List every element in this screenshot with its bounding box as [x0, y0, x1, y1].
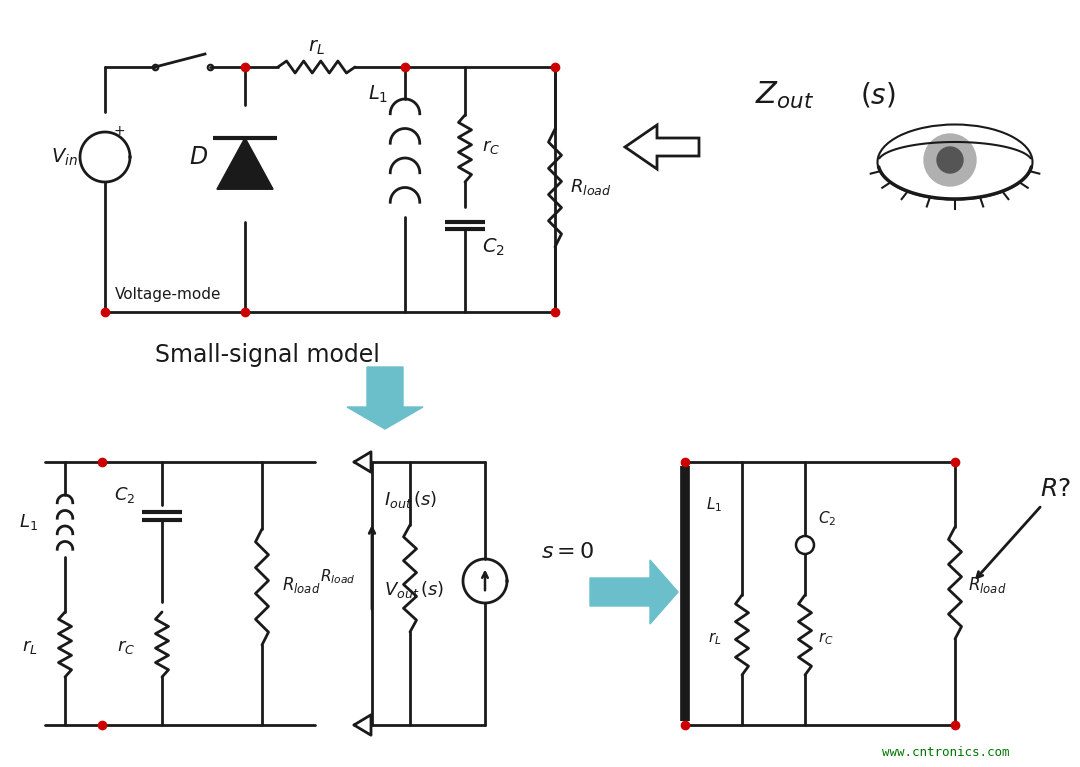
Polygon shape — [217, 138, 273, 189]
Text: $Z_{out}$: $Z_{out}$ — [755, 80, 814, 110]
Text: $C_2$: $C_2$ — [482, 236, 504, 258]
Text: Small-signal model: Small-signal model — [156, 343, 380, 367]
Text: $r_L$: $r_L$ — [308, 38, 324, 57]
Text: $+$: $+$ — [113, 124, 125, 138]
Text: $V_{in}$: $V_{in}$ — [51, 146, 78, 168]
Text: $L_1$: $L_1$ — [19, 512, 38, 532]
Text: $r_L$: $r_L$ — [23, 638, 38, 656]
Text: $L_1$: $L_1$ — [706, 495, 723, 515]
Text: $R_{load}$: $R_{load}$ — [570, 177, 611, 197]
Text: $s=0$: $s=0$ — [541, 542, 595, 562]
Text: $C_2$: $C_2$ — [818, 509, 836, 528]
Text: $(s)$: $(s)$ — [860, 81, 895, 110]
Text: $R?$: $R?$ — [1040, 477, 1070, 501]
Polygon shape — [347, 367, 423, 429]
Circle shape — [937, 147, 963, 173]
Text: $r_C$: $r_C$ — [818, 630, 834, 647]
Text: $C_2$: $C_2$ — [113, 485, 135, 505]
Text: $D$: $D$ — [189, 145, 208, 169]
Text: $V_{out}\,(s)$: $V_{out}\,(s)$ — [384, 578, 444, 600]
Circle shape — [924, 134, 976, 186]
Text: Voltage-mode: Voltage-mode — [114, 288, 221, 302]
Text: $r_C$: $r_C$ — [482, 138, 500, 156]
Text: $L_1$: $L_1$ — [368, 84, 388, 104]
Ellipse shape — [878, 124, 1032, 199]
Text: $r_L$: $r_L$ — [708, 630, 723, 647]
Text: $R_{load}$: $R_{load}$ — [968, 575, 1007, 595]
Text: $R_{load}$: $R_{load}$ — [320, 568, 355, 586]
Text: $I_{out}\,(s)$: $I_{out}\,(s)$ — [384, 489, 437, 509]
Text: www.cntronics.com: www.cntronics.com — [882, 746, 1010, 759]
Text: $R_{load}$: $R_{load}$ — [282, 575, 321, 595]
Polygon shape — [625, 125, 699, 169]
Text: $r_C$: $r_C$ — [117, 638, 135, 656]
Polygon shape — [590, 560, 678, 624]
